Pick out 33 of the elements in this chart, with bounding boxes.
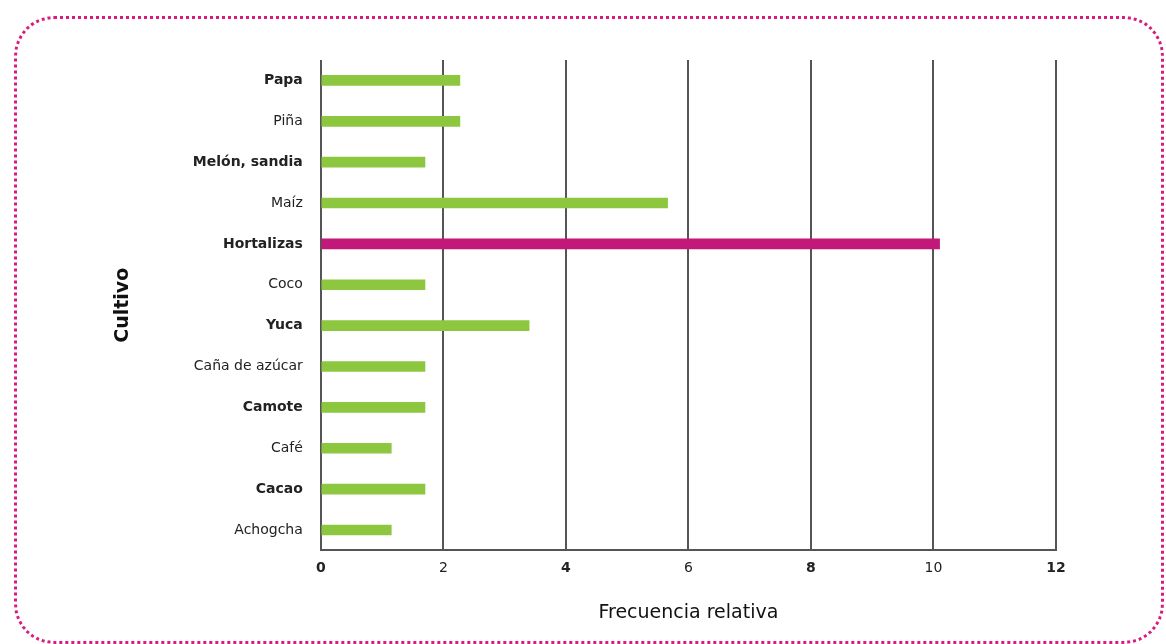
x-tick-label: 12 [1046, 559, 1066, 576]
y-tick-label: Cacao [255, 479, 304, 496]
bar [321, 197, 668, 209]
x-axis-title: Frecuencia relativa [598, 599, 779, 622]
x-tick-label: 10 [924, 559, 943, 576]
bar [321, 524, 392, 536]
x-tick-label: 8 [806, 559, 816, 576]
bar [321, 361, 426, 372]
bar [321, 442, 392, 454]
x-tick-label: 6 [683, 559, 693, 576]
y-tick-label: Coco [268, 275, 303, 292]
bar [321, 115, 461, 127]
bar [321, 156, 426, 168]
bar [321, 402, 426, 413]
y-tick-label: Hortalizas [222, 234, 303, 251]
y-tick-label: Maíz [270, 193, 303, 210]
bar [321, 483, 426, 495]
y-tick-label: Piña [273, 111, 303, 128]
y-tick-label: Café [270, 438, 303, 455]
y-tick-label: Melón, sandia [192, 152, 303, 169]
bar [321, 75, 461, 86]
bar [321, 279, 426, 291]
x-tick-label: 2 [438, 559, 448, 576]
bar [321, 238, 940, 250]
y-tick-label: Caña de azúcar [193, 357, 304, 374]
y-axis-title: Cultivo [110, 267, 133, 343]
y-tick-label: Camote [242, 398, 303, 415]
y-tick-label: Yuca [264, 316, 303, 333]
x-tick-label: 4 [561, 559, 571, 576]
x-tick-label: 0 [315, 559, 326, 576]
y-tick-label: Achogcha [234, 520, 303, 537]
bar [321, 320, 530, 331]
y-tick-label: Papa [264, 71, 303, 88]
